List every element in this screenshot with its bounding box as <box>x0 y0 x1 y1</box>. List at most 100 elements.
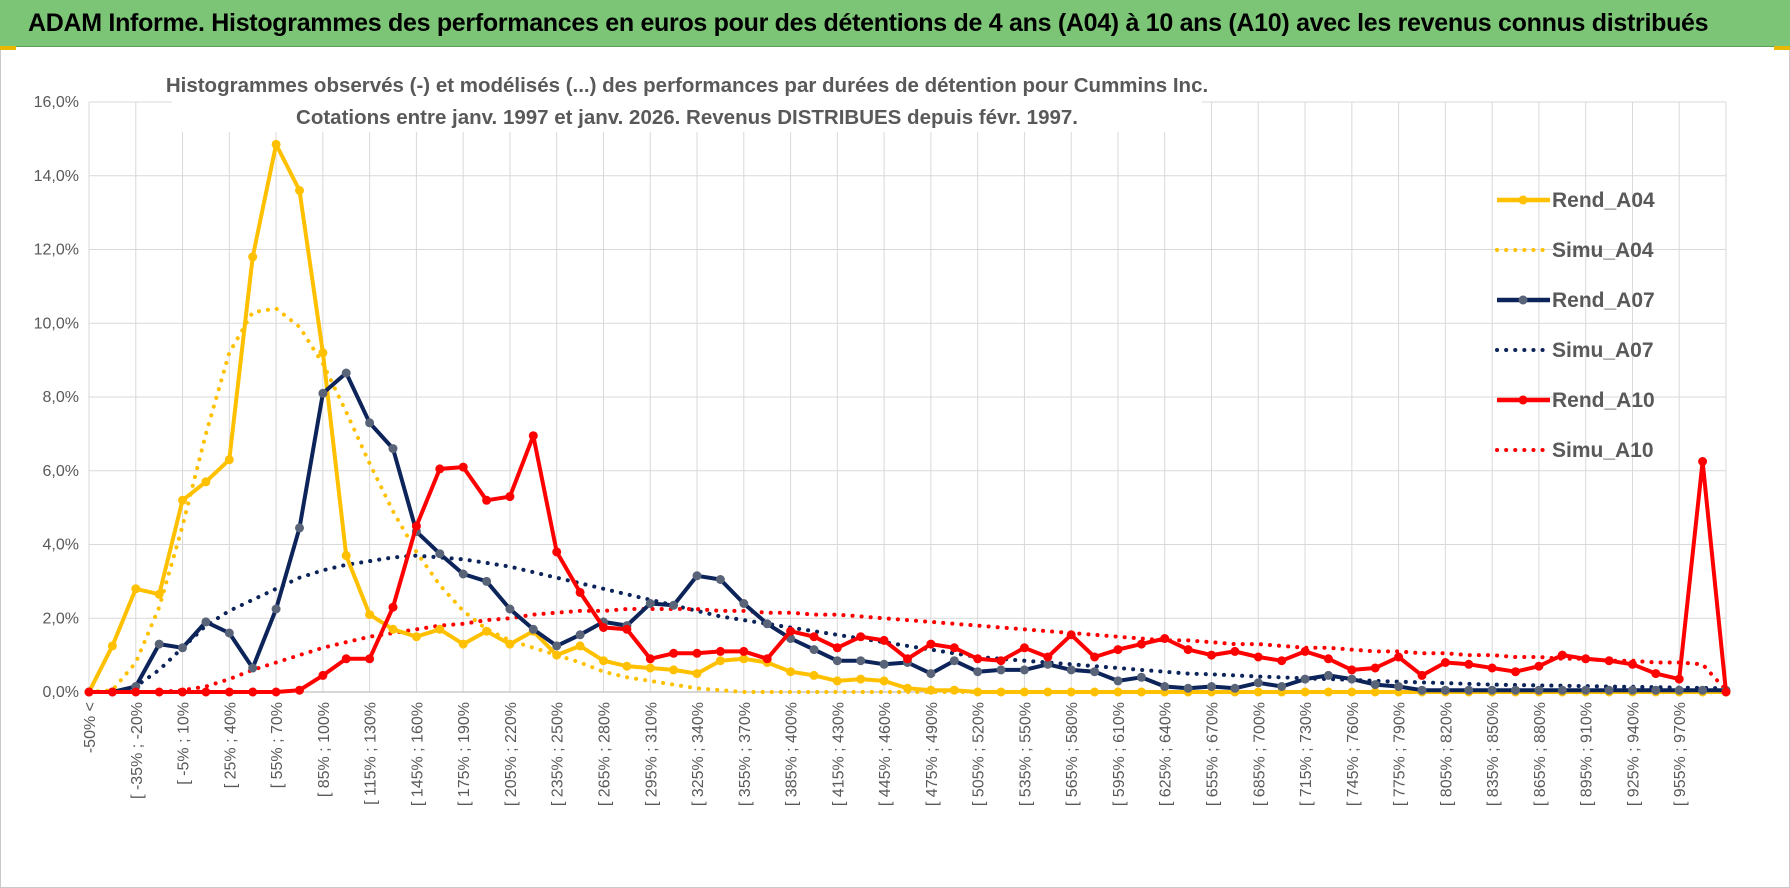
data-point <box>575 587 585 597</box>
legend: Rend_A04 Simu_A04 Rend_A07 Simu_A07 Rend_A10… <box>1495 189 1655 462</box>
data-point <box>248 252 258 262</box>
data-point <box>1370 680 1380 690</box>
x-tick-label: [ 565% ; 580% <box>1064 702 1081 806</box>
data-point <box>1721 687 1731 697</box>
data-point <box>879 676 889 686</box>
data-point <box>856 656 866 666</box>
data-point <box>435 624 445 634</box>
data-point <box>809 632 819 642</box>
data-point <box>1464 685 1474 695</box>
data-point <box>318 348 328 358</box>
data-point <box>1370 687 1380 697</box>
series-rend-a04 <box>84 139 1731 697</box>
data-point <box>201 617 211 627</box>
data-point <box>645 663 655 673</box>
data-point <box>669 665 679 675</box>
data-point <box>856 632 866 642</box>
data-point <box>1066 665 1076 675</box>
data-point <box>1136 687 1146 697</box>
data-point <box>482 495 492 505</box>
data-point <box>1183 683 1193 693</box>
chart-title-line2: Cotations entre janv. 1997 et janv. 2026… <box>296 106 1078 129</box>
data-point <box>669 600 679 610</box>
x-tick-label: [ 655% ; 670% <box>1205 702 1222 806</box>
x-tick-label: [ 55% ; 70% <box>269 702 286 788</box>
grid <box>88 101 1727 693</box>
data-point <box>832 676 842 686</box>
x-tick-label: [ 175% ; 190% <box>456 702 473 806</box>
y-tick-label: 10,0% <box>34 315 79 332</box>
data-point <box>575 641 585 651</box>
data-point <box>295 523 304 533</box>
legend-marker <box>1518 295 1528 305</box>
data-point <box>692 669 702 679</box>
data-point <box>1604 685 1614 695</box>
data-point <box>1347 674 1357 684</box>
data-point <box>1557 685 1567 695</box>
legend-item: Rend_A04 <box>1497 189 1655 212</box>
data-point <box>1440 658 1450 667</box>
data-point <box>809 670 819 680</box>
data-point <box>1300 674 1310 684</box>
x-tick-label: [ 535% ; 550% <box>1017 702 1034 806</box>
y-tick-label: 8,0% <box>43 389 79 406</box>
y-tick-label: 6,0% <box>43 463 79 480</box>
x-tick-label: [ 355% ; 370% <box>737 702 754 806</box>
legend-item: Simu_A04 <box>1495 239 1654 262</box>
data-point <box>552 650 562 660</box>
data-point <box>84 687 94 697</box>
data-point <box>178 495 187 505</box>
x-tick-label: [ 265% ; 280% <box>596 702 613 806</box>
data-point <box>1487 663 1497 673</box>
data-point <box>903 654 912 664</box>
data-point <box>1277 682 1287 691</box>
data-point <box>224 628 234 638</box>
data-point <box>1230 646 1240 656</box>
data-point <box>973 654 983 664</box>
data-point <box>1464 659 1474 669</box>
legend-label: Rend_A10 <box>1552 389 1655 412</box>
data-point <box>505 492 515 502</box>
data-point <box>341 654 351 664</box>
data-point <box>1651 685 1661 695</box>
x-tick-label: [ 505% ; 520% <box>971 702 988 806</box>
x-tick-label: [ 745% ; 760% <box>1345 702 1362 806</box>
data-point <box>505 604 515 614</box>
data-point <box>879 659 889 669</box>
data-point <box>926 639 936 649</box>
data-point <box>528 624 538 634</box>
series-simu-a04 <box>87 306 1728 694</box>
legend-label: Simu_A07 <box>1552 339 1654 362</box>
y-tick-label: 4,0% <box>43 537 79 554</box>
data-point <box>458 639 468 649</box>
data-point <box>1090 687 1100 697</box>
data-point <box>1511 685 1520 695</box>
data-point <box>832 656 842 666</box>
data-point <box>1019 643 1029 653</box>
data-point <box>996 656 1006 666</box>
data-point <box>762 654 772 664</box>
data-point <box>341 551 351 561</box>
axes: 0,0% 2,0% 4,0% 6,0% 8,0% 10,0% 12,0% 14,0% 16,0%… <box>34 94 1726 806</box>
x-tick-label: [ 805% ; 820% <box>1438 702 1455 806</box>
x-tick-label: [ 475% ; 490% <box>924 702 941 806</box>
data-point <box>1230 683 1240 693</box>
data-point <box>271 139 281 149</box>
data-point <box>365 418 375 428</box>
data-point <box>715 575 725 584</box>
title-banner: ADAM Informe. Histogrammes des performan… <box>0 0 1790 47</box>
data-point <box>365 654 375 664</box>
x-tick-label: -50% < <box>82 702 99 753</box>
x-tick-label: [ 85% ; 100% <box>316 702 333 797</box>
data-point <box>786 667 796 677</box>
data-point <box>692 571 702 581</box>
x-tick-label: [ 775% ; 790% <box>1392 702 1409 806</box>
y-tick-label: 16,0% <box>34 94 79 111</box>
data-point <box>949 656 959 666</box>
y-tick-label: 14,0% <box>34 168 79 185</box>
data-point <box>1394 652 1404 662</box>
legend-label: Simu_A04 <box>1552 239 1654 262</box>
data-point <box>528 431 538 441</box>
x-tick-label: [ 595% ; 610% <box>1111 702 1128 806</box>
data-point <box>271 687 281 697</box>
